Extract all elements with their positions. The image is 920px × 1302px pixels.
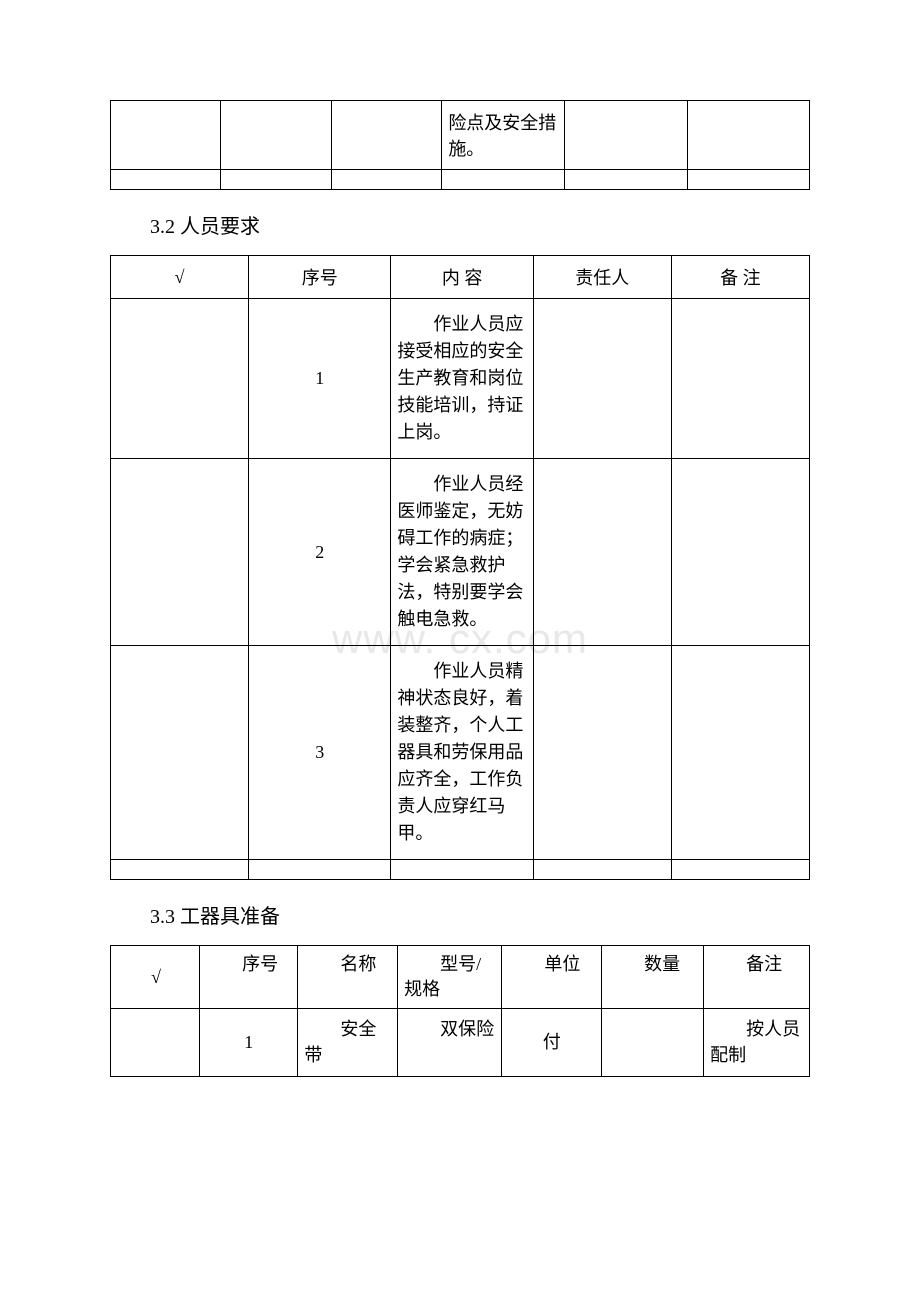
cell-unit: 付 [502,1009,602,1076]
cell [111,170,221,190]
cell-check [111,459,249,646]
cell [533,860,671,880]
cell [687,101,809,170]
table-continuation: 险点及安全措施。 [110,100,810,190]
table-row [111,170,810,190]
header-responsible: 责任人 [533,256,671,299]
cell [221,170,331,190]
cell-seq: 1 [200,1009,298,1076]
cell [442,170,565,190]
table-row: 1 安全带 双保险 付 按人员配制 [111,1009,810,1076]
cell [221,101,331,170]
cell [565,170,687,190]
header-seq: 序号 [249,256,391,299]
table-header-row: √ 序号 名称 型号/规格 单位 数量 备注 [111,946,810,1009]
tools-preparation-table: √ 序号 名称 型号/规格 单位 数量 备注 1 安全带 双保险 付 按人员配制 [110,945,810,1077]
section-title-33: 3.3 工器具准备 [150,900,810,929]
cell-name: 安全带 [298,1009,398,1076]
cell-note: 按人员配制 [704,1009,810,1076]
cell [111,860,249,880]
cell [391,860,533,880]
cell [249,860,391,880]
section-title-32: 3.2 人员要求 [150,210,810,239]
cell-responsible [533,299,671,459]
cell-responsible [533,459,671,646]
personnel-requirements-table: √ 序号 内 容 责任人 备 注 1 作业人员应接受相应的安全生产教育和岗位技能… [110,255,810,880]
cell-content: 险点及安全措施。 [442,101,565,170]
cell [331,170,441,190]
header-name: 名称 [298,946,398,1009]
cell-note [671,299,809,459]
table-row: 1 作业人员应接受相应的安全生产教育和岗位技能培训，持证上岗。 [111,299,810,459]
cell-responsible [533,646,671,860]
header-model: 型号/规格 [398,946,502,1009]
header-content: 内 容 [391,256,533,299]
table-header-row: √ 序号 内 容 责任人 备 注 [111,256,810,299]
cell-check [111,299,249,459]
header-check: √ [111,946,200,1009]
cell-content: 作业人员应接受相应的安全生产教育和岗位技能培训，持证上岗。 [391,299,533,459]
cell [671,860,809,880]
cell-content: 作业人员精神状态良好，着装整齐，个人工器具和劳保用品应齐全，工作负责人应穿红马甲… [391,646,533,860]
cell-model: 双保险 [398,1009,502,1076]
cell-seq: 3 [249,646,391,860]
header-note: 备注 [704,946,810,1009]
cell-qty [602,1009,704,1076]
table-row: 3 作业人员精神状态良好，着装整齐，个人工器具和劳保用品应齐全，工作负责人应穿红… [111,646,810,860]
cell-seq: 2 [249,459,391,646]
cell-seq: 1 [249,299,391,459]
cell [111,101,221,170]
cell [565,101,687,170]
table-row: 2 作业人员经医师鉴定，无妨碍工作的病症；学会紧急救护法，特别要学会触电急救。 [111,459,810,646]
header-check: √ [111,256,249,299]
cell-content: 作业人员经医师鉴定，无妨碍工作的病症；学会紧急救护法，特别要学会触电急救。 [391,459,533,646]
cell [331,101,441,170]
header-seq: 序号 [200,946,298,1009]
cell [687,170,809,190]
table-row: 险点及安全措施。 [111,101,810,170]
header-unit: 单位 [502,946,602,1009]
header-qty: 数量 [602,946,704,1009]
cell-note [671,646,809,860]
header-note: 备 注 [671,256,809,299]
cell-check [111,1009,200,1076]
cell-check [111,646,249,860]
table-row [111,860,810,880]
cell-note [671,459,809,646]
